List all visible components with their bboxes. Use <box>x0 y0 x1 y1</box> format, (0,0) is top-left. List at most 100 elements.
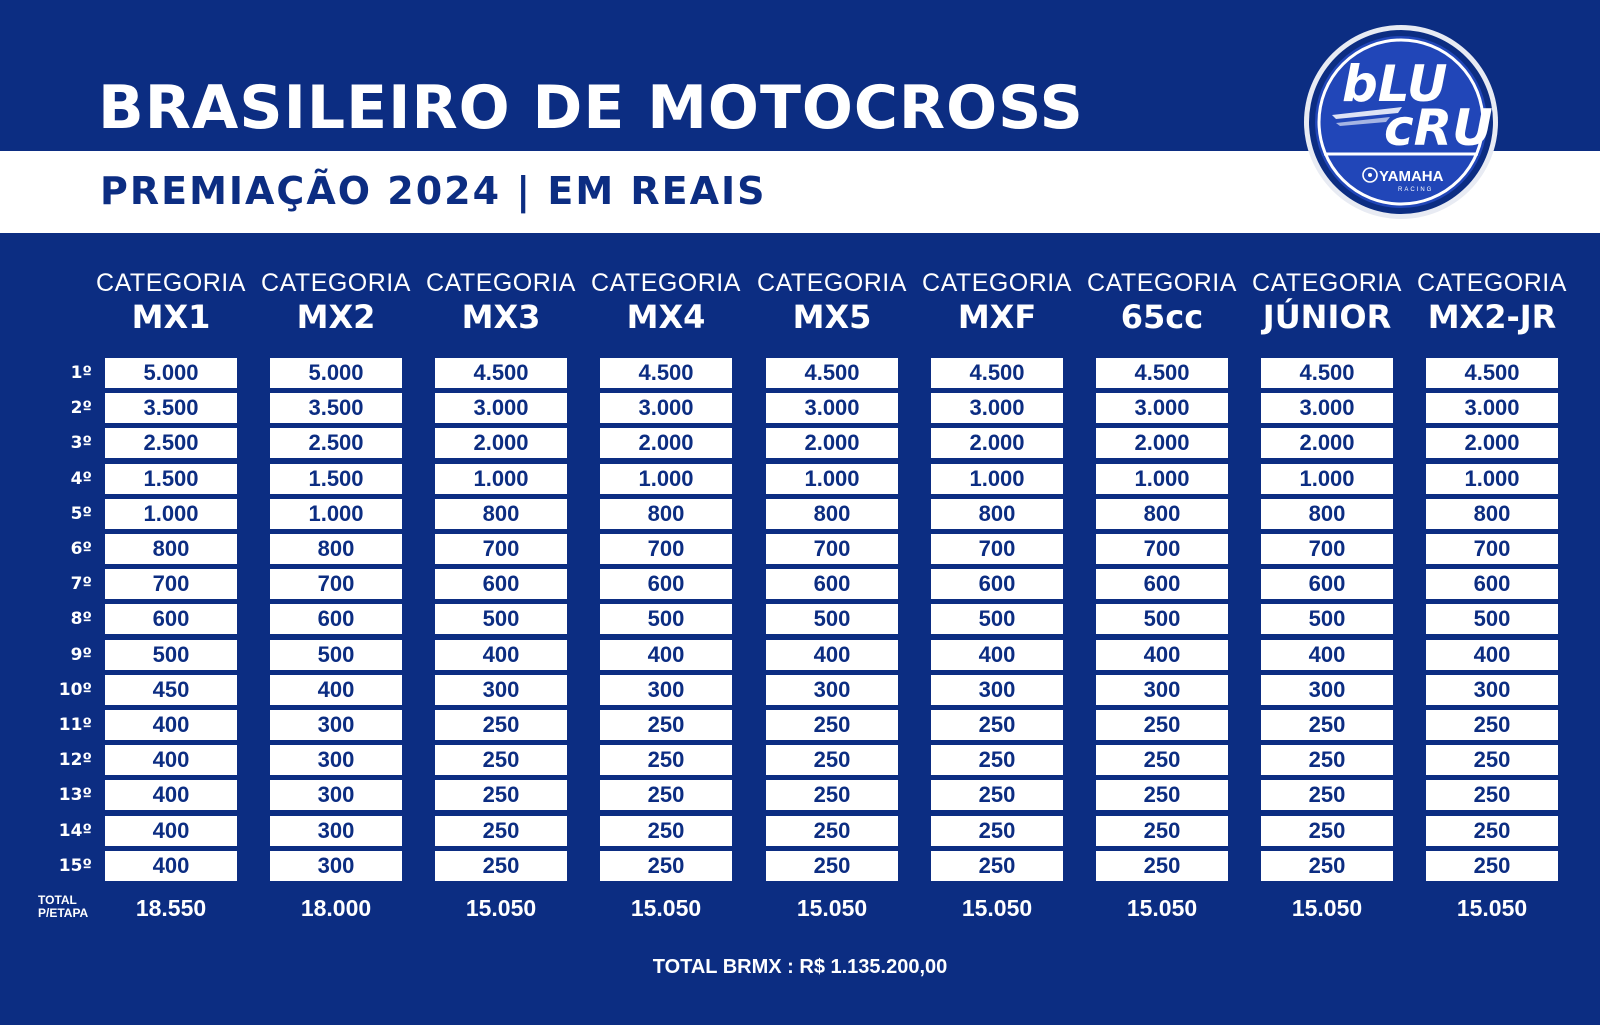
prize-cell: 500 <box>105 640 237 670</box>
total-label-line2: P/ETAPA <box>38 906 89 920</box>
position-label: 2º <box>70 398 92 418</box>
prize-cell: 1.000 <box>600 464 732 494</box>
category-name: MX3 <box>461 298 541 336</box>
prize-cell: 600 <box>1261 569 1393 599</box>
category-word: CATEGORIA <box>426 269 576 297</box>
prize-cell: 450 <box>105 675 237 705</box>
prize-cell: 250 <box>1426 780 1558 810</box>
prize-cell: 250 <box>931 710 1063 740</box>
category-header: CATEGORIA MX3 <box>426 268 576 336</box>
total-per-stage-value: 15.050 <box>796 895 868 921</box>
prize-cell: 800 <box>1261 499 1393 529</box>
prize-cell: 250 <box>766 851 898 881</box>
position-label: 9º <box>70 645 92 665</box>
total-per-stage-value: 15.050 <box>1126 895 1198 921</box>
page-title: BRASILEIRO DE MOTOCROSS <box>98 73 1084 143</box>
prize-cell: 400 <box>766 640 898 670</box>
total-per-stage-value: 15.050 <box>1456 895 1528 921</box>
position-label: 3º <box>70 433 92 453</box>
prize-cell: 400 <box>105 816 237 846</box>
prize-cell: 250 <box>435 710 567 740</box>
category-name: JÚNIOR <box>1262 298 1392 336</box>
grand-total: TOTAL BRMX : R$ 1.135.200,00 <box>652 956 948 978</box>
prize-cell: 2.000 <box>1261 428 1393 458</box>
prize-cell: 800 <box>1426 499 1558 529</box>
prize-cell: 1.000 <box>1426 464 1558 494</box>
prize-cell: 800 <box>105 534 237 564</box>
prize-cell: 250 <box>1096 710 1228 740</box>
position-label: 13º <box>58 785 92 805</box>
total-per-stage-value: 15.050 <box>630 895 702 921</box>
prize-cell: 300 <box>270 851 402 881</box>
prize-cell: 3.000 <box>1096 393 1228 423</box>
prize-cell: 3.000 <box>1261 393 1393 423</box>
prize-cell: 2.000 <box>931 428 1063 458</box>
prize-cell: 700 <box>270 569 402 599</box>
prize-cell: 800 <box>435 499 567 529</box>
total-per-stage-value: 15.050 <box>961 895 1033 921</box>
prize-cell: 400 <box>600 640 732 670</box>
position-label: 4º <box>70 469 92 489</box>
prize-cell: 700 <box>931 534 1063 564</box>
prize-cell: 300 <box>1096 675 1228 705</box>
position-label: 15º <box>58 856 92 876</box>
prize-cell: 1.000 <box>105 499 237 529</box>
prize-cell: 2.500 <box>270 428 402 458</box>
prize-cell: 250 <box>1426 851 1558 881</box>
prize-cell: 300 <box>270 710 402 740</box>
prize-cell: 250 <box>931 816 1063 846</box>
prize-cell: 300 <box>600 675 732 705</box>
prize-cell: 2.000 <box>1096 428 1228 458</box>
prize-cell: 600 <box>1426 569 1558 599</box>
logo-brand-sub: RACING <box>1398 187 1433 193</box>
prize-cell: 250 <box>766 745 898 775</box>
prize-cell: 1.000 <box>435 464 567 494</box>
prize-cell: 400 <box>435 640 567 670</box>
prize-cell: 800 <box>270 534 402 564</box>
position-label: 14º <box>58 821 92 841</box>
prize-cell: 800 <box>1096 499 1228 529</box>
prize-cell: 250 <box>931 851 1063 881</box>
category-word: CATEGORIA <box>1252 269 1402 297</box>
category-word: CATEGORIA <box>591 269 741 297</box>
prize-cell: 800 <box>766 499 898 529</box>
prize-cell: 250 <box>600 816 732 846</box>
category-name: MX2 <box>296 298 376 336</box>
prize-cell: 3.000 <box>435 393 567 423</box>
category-header: CATEGORIA MX2-JR <box>1417 268 1567 336</box>
prize-cell: 250 <box>600 745 732 775</box>
prize-cell: 300 <box>931 675 1063 705</box>
category-header: CATEGORIA MX2 <box>261 268 411 336</box>
prize-cell: 600 <box>105 604 237 634</box>
prize-cell: 600 <box>931 569 1063 599</box>
logo-line1: bLU <box>1342 55 1448 113</box>
prize-cell: 400 <box>1426 640 1558 670</box>
prize-cell: 400 <box>105 745 237 775</box>
prize-cell: 600 <box>600 569 732 599</box>
prize-cell: 3.000 <box>766 393 898 423</box>
category-word: CATEGORIA <box>261 269 411 297</box>
position-label: 12º <box>58 750 92 770</box>
category-name: MXF <box>957 298 1037 336</box>
prize-cell: 2.000 <box>435 428 567 458</box>
prize-cell: 600 <box>1096 569 1228 599</box>
yamaha-emblem-icon <box>1362 167 1378 183</box>
prize-cell: 500 <box>1426 604 1558 634</box>
category-name: MX1 <box>131 298 211 336</box>
prize-cell: 250 <box>1426 816 1558 846</box>
logo-brand: YAMAHA <box>1379 168 1444 185</box>
total-per-stage-value: 15.050 <box>1291 895 1363 921</box>
prize-cell: 250 <box>1426 745 1558 775</box>
category-header: CATEGORIA MX1 <box>96 268 246 336</box>
prize-cell: 5.000 <box>105 358 237 388</box>
prize-cell: 4.500 <box>1426 358 1558 388</box>
prize-cell: 3.000 <box>600 393 732 423</box>
prize-cell: 2.500 <box>105 428 237 458</box>
prize-cell: 700 <box>435 534 567 564</box>
category-name: MX4 <box>626 298 706 336</box>
category-header: CATEGORIA MXF <box>922 268 1072 336</box>
prize-cell: 400 <box>105 710 237 740</box>
category-header: CATEGORIA 65cc <box>1087 268 1237 336</box>
prize-cell: 4.500 <box>766 358 898 388</box>
category-word: CATEGORIA <box>1087 269 1237 297</box>
